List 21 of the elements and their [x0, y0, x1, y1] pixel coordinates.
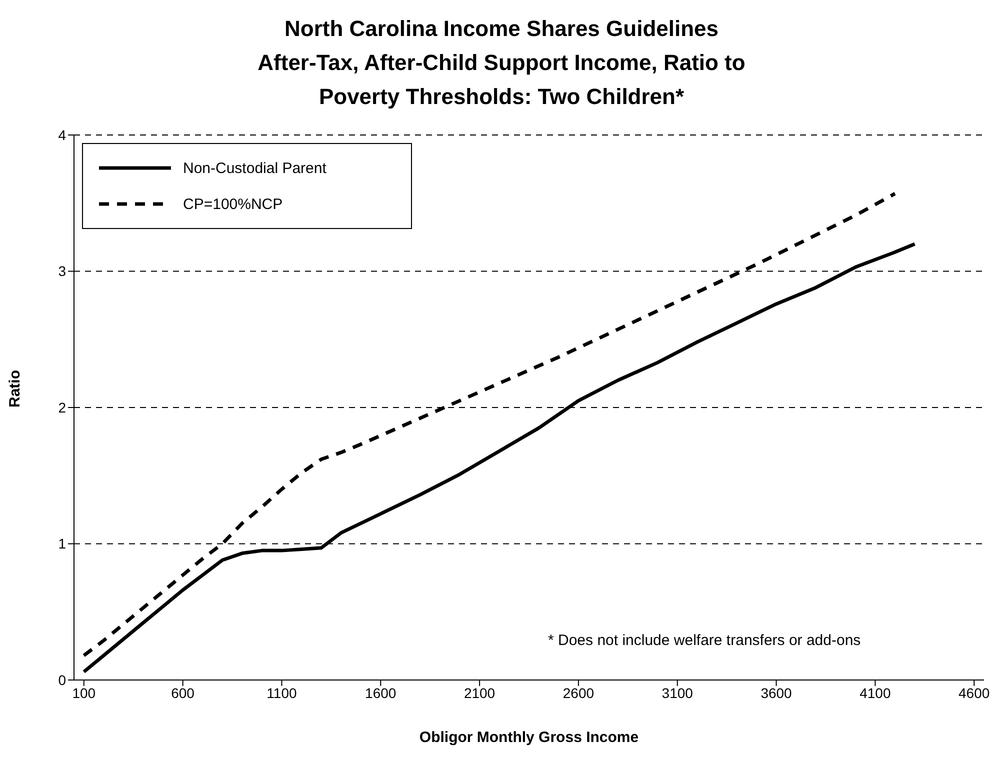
y-tick-label: 3 [58, 263, 66, 280]
x-tick-label: 1600 [365, 684, 396, 701]
x-tick-label: 3600 [760, 684, 792, 701]
y-tick-label: 0 [58, 672, 66, 688]
x-tick-label: 3100 [662, 684, 694, 701]
x-tick-label: 1100 [266, 684, 297, 701]
legend-label: CP=100%NCP [183, 196, 283, 212]
y-axis-title: Ratio [6, 370, 24, 408]
chart-title: North Carolina Income Shares Guidelines After-Tax, After-Child Support Income, Ratio to Poverty Thresholds: Two Children* [256, 15, 746, 111]
x-tick-label: 100 [72, 684, 96, 701]
x-tick-label: 4600 [958, 684, 990, 701]
x-tick-label: 2100 [464, 684, 496, 701]
y-tick-label: 4 [58, 126, 66, 143]
x-tick-label: 600 [171, 684, 195, 701]
x-tick-label: 4100 [860, 684, 891, 701]
y-tick-label: 1 [58, 536, 66, 552]
x-tick-label: 2600 [562, 684, 594, 701]
x-axis-title: Obligor Monthly Gross Income [419, 729, 639, 746]
y-tick-label: 2 [58, 399, 66, 416]
annotation: * Does not include welfare transfers or add-ons [548, 632, 861, 649]
legend-label: Non-Custodial Parent [183, 160, 326, 176]
